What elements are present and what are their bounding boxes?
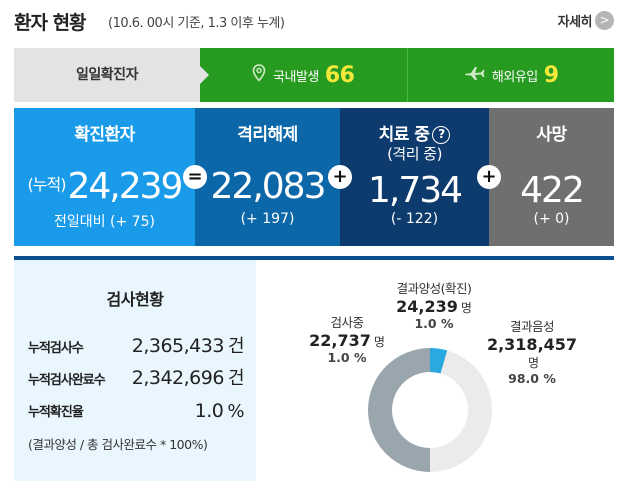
donut-slice-testing — [368, 348, 430, 472]
testing-summary: 검사현황 누적검사수 2,365,433 건 누적검사완료수 2,342,696 건… — [14, 260, 256, 481]
plus-icon: + — [328, 165, 352, 189]
header: 환자 현황 (10.6. 00시 기준, 1.3 이후 누계) 자세히 > — [0, 0, 626, 40]
more-link[interactable]: 자세히 — [557, 15, 593, 30]
daily-label: 일일확진자 — [14, 48, 209, 102]
confirmed-prefix: (누적) — [27, 175, 67, 194]
arrow-right-icon — [200, 66, 209, 84]
confirmed-value: (누적)24,239 — [27, 166, 184, 207]
released-box: 격리해제 22,083 (+ 197) — [195, 108, 340, 246]
airplane-icon — [463, 65, 485, 85]
plus-icon: + — [477, 165, 501, 189]
testing-row: 누적검사완료수 2,342,696 건 — [28, 367, 245, 389]
treating-delta: (- 122) — [390, 211, 439, 227]
donut-label-positive: 결과양성(확진) 24,239 명 1.0 % — [396, 281, 472, 331]
deaths-delta: (+ 0) — [533, 211, 570, 227]
donut-label-negative: 결과음성 2,318,457 명 98.0 % — [486, 319, 578, 386]
domestic-value: 66 — [324, 62, 355, 88]
overseas-value: 9 — [543, 62, 559, 88]
treating-box: 치료 중? (격리 중) 1,734 (- 122) — [340, 108, 489, 246]
daily-confirmed-bar: 일일확진자 국내발생 66 해외유입 9 — [14, 48, 614, 102]
donut-label-testing: 검사중 22,737 명 1.0 % — [309, 315, 385, 365]
chevron-right-icon[interactable]: > — [595, 11, 614, 30]
deaths-label: 사망 — [536, 125, 567, 145]
donut-chart — [368, 348, 492, 472]
released-value: 22,083 — [210, 166, 327, 207]
deaths-value: 422 — [520, 170, 585, 211]
test-result-donut: 결과양성(확진) 24,239 명 1.0 % 검사중 22,737 명 1.0 %… — [256, 260, 614, 481]
testing-panel: 검사현황 누적검사수 2,365,433 건 누적검사완료수 2,342,696 건… — [14, 256, 614, 481]
help-icon[interactable]: ? — [432, 126, 451, 144]
released-label: 격리해제 — [237, 125, 298, 145]
testing-note: (결과양성 / 총 검사완료수 * 100%) — [28, 437, 208, 452]
confirmed-box: 확진환자 (누적)24,239 전일대비 (+ 75) — [14, 108, 195, 246]
equals-icon: = — [183, 165, 207, 189]
overseas-label: 해외유입 — [491, 69, 538, 85]
domestic-cases: 국내발생 66 — [200, 48, 407, 102]
donut-slice-negative — [430, 350, 492, 472]
testing-row: 누적확진율 1.0% — [28, 400, 244, 422]
released-delta: (+ 197) — [240, 211, 295, 227]
page-subtitle: (10.6. 00시 기준, 1.3 이후 누계) — [108, 16, 285, 31]
treating-sublabel: (격리 중) — [387, 145, 442, 163]
overseas-cases: 해외유입 9 — [406, 48, 614, 102]
confirmed-label: 확진환자 — [74, 125, 135, 145]
case-stats: 확진환자 (누적)24,239 전일대비 (+ 75) 격리해제 22,083 … — [14, 108, 614, 246]
treating-value: 1,734 — [367, 170, 463, 211]
treating-label: 치료 중? — [340, 120, 489, 145]
testing-row: 누적검사수 2,365,433 건 — [28, 335, 245, 357]
confirmed-delta: 전일대비 (+ 75) — [54, 214, 155, 230]
location-pin-icon — [252, 64, 266, 86]
deaths-box: 사망 422 (+ 0) — [489, 108, 614, 246]
testing-title: 검사현황 — [106, 290, 164, 309]
page-title: 환자 현황 — [14, 12, 87, 34]
domestic-label: 국내발생 — [273, 69, 319, 85]
donut-slice-positive — [430, 348, 448, 374]
